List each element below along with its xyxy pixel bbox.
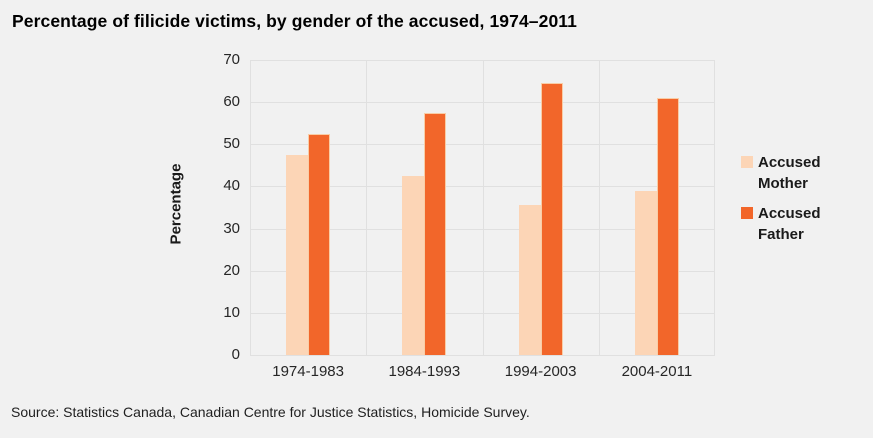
bar-1984-1993-accused-mother xyxy=(402,175,425,355)
bar-2004-2011-accused-mother xyxy=(634,190,657,355)
x-tick-label-1994-2003: 1994-2003 xyxy=(504,363,577,380)
gridline-v-3 xyxy=(598,60,600,355)
y-tick-label-70: 70 xyxy=(223,51,240,68)
gridline-v-4 xyxy=(714,60,715,355)
bar-1994-2003-accused-mother xyxy=(518,205,541,355)
bar-1994-2003-accused-father xyxy=(540,83,563,355)
gridline-v-1 xyxy=(366,60,368,355)
legend-entry-accused-mother: Accused Mother xyxy=(741,152,824,194)
x-tick-label-2004-2011: 2004-2011 xyxy=(621,363,693,380)
y-tick-label-50: 50 xyxy=(223,135,240,153)
gridline-v-0 xyxy=(250,60,251,355)
bar-2004-2011-accused-father xyxy=(656,97,679,355)
chart-title: Percentage of filicide victims, by gende… xyxy=(12,11,577,31)
bar-1984-1993-accused-father xyxy=(424,112,447,355)
y-tick-label-20: 20 xyxy=(223,261,240,279)
gridline-v-2 xyxy=(482,60,484,355)
plot-area xyxy=(250,60,715,356)
y-axis-title: Percentage xyxy=(167,163,185,245)
legend-entry-accused-father: Accused Father xyxy=(741,203,824,245)
legend-label: Accused Father xyxy=(758,205,821,243)
legend-label: Accused Mother xyxy=(758,154,821,192)
legend-swatch-icon xyxy=(741,207,753,219)
y-tick-label-60: 60 xyxy=(223,93,240,111)
x-tick-label-1984-1993: 1984-1993 xyxy=(388,363,461,380)
source-note: Source: Statistics Canada, Canadian Cent… xyxy=(11,404,530,420)
y-tick-label-40: 40 xyxy=(223,177,240,195)
x-tick-label-1974-1983: 1974-1983 xyxy=(272,363,344,380)
y-tick-label-10: 10 xyxy=(223,303,240,321)
y-tick-label-0: 0 xyxy=(231,346,240,363)
legend: Accused Mother Accused Father xyxy=(741,152,824,254)
y-tick-label-30: 30 xyxy=(223,219,240,237)
bar-1974-1983-accused-mother xyxy=(286,154,309,355)
bar-1974-1983-accused-father xyxy=(308,133,331,355)
gridline-h-0 xyxy=(250,355,715,356)
legend-swatch-icon xyxy=(741,156,753,168)
